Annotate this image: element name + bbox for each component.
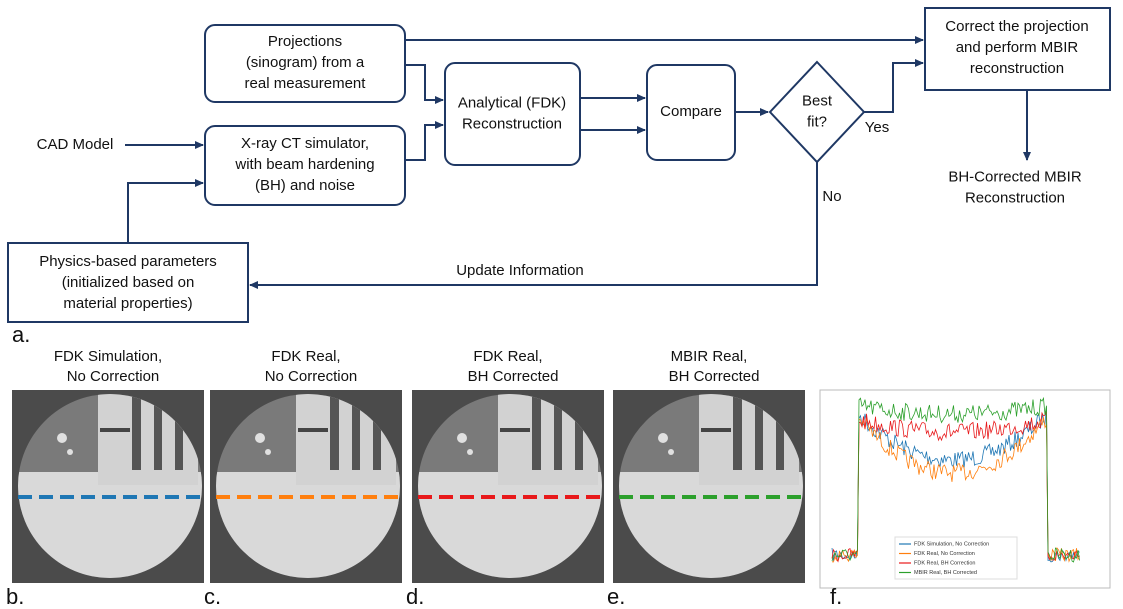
- node-label: Best: [802, 92, 833, 109]
- node-label: (sinogram) from a: [246, 54, 365, 71]
- node-label: with beam hardening: [234, 156, 374, 173]
- panel-title: FDK Real,: [473, 348, 542, 365]
- panel-label: a.: [12, 322, 30, 347]
- panel-label: f.: [830, 584, 842, 609]
- node-label: Reconstruction: [462, 115, 562, 132]
- panel-title: FDK Real,: [271, 348, 340, 365]
- node-label: material properties): [63, 295, 192, 312]
- panel-label: b.: [6, 584, 24, 609]
- node-label: and perform MBIR: [956, 39, 1079, 56]
- legend-label: FDK Simulation, No Correction: [914, 541, 989, 547]
- node-label: X-ray CT simulator,: [241, 135, 369, 152]
- panel-title: No Correction: [265, 368, 358, 385]
- edge-label: No: [822, 188, 841, 205]
- node-label: (BH) and noise: [255, 177, 355, 194]
- figure: Projections (sinogram) from a real measure…: [0, 0, 1123, 609]
- legend-label: MBIR Real, BH Corrected: [914, 570, 977, 576]
- edge: [864, 63, 923, 112]
- edge: [405, 65, 443, 100]
- node-label: real measurement: [245, 75, 367, 92]
- node-label: BH-Corrected MBIR: [948, 168, 1082, 185]
- panel-title: BH Corrected: [468, 368, 559, 385]
- ct-image: [412, 390, 604, 583]
- panel-title: BH Corrected: [669, 368, 760, 385]
- legend-label: FDK Real, No Correction: [914, 551, 975, 557]
- panels: FDK Simulation, No Correction b. FDK Real, N…: [6, 348, 805, 609]
- decision-diamond: [770, 62, 864, 162]
- node-label: Analytical (FDK): [458, 94, 566, 111]
- edge: [128, 183, 203, 243]
- node-label: fit?: [807, 113, 827, 130]
- node-label: CAD Model: [37, 136, 114, 153]
- legend-label: FDK Real, BH Correction: [914, 560, 975, 566]
- panel-title: No Correction: [67, 368, 160, 385]
- node-label: Compare: [660, 103, 722, 120]
- edge: [405, 125, 443, 160]
- edge-label: Update Information: [456, 262, 584, 279]
- ct-image: [613, 390, 805, 583]
- ct-image: [210, 390, 402, 583]
- panel-label: c.: [204, 584, 221, 609]
- node-label: Physics-based parameters: [39, 253, 217, 270]
- node-label: Reconstruction: [965, 189, 1065, 206]
- panel-title: MBIR Real,: [671, 348, 748, 365]
- node-label: Projections: [268, 33, 342, 50]
- edge-label: Yes: [865, 119, 889, 136]
- node-label: (initialized based on: [62, 274, 195, 291]
- panel-title: FDK Simulation,: [54, 348, 162, 365]
- ct-image: [12, 390, 204, 583]
- panel-label: e.: [607, 584, 625, 609]
- node-box: [445, 63, 580, 165]
- node-label: Correct the projection: [945, 18, 1088, 35]
- panel-label: d.: [406, 584, 424, 609]
- node-label: reconstruction: [970, 60, 1064, 77]
